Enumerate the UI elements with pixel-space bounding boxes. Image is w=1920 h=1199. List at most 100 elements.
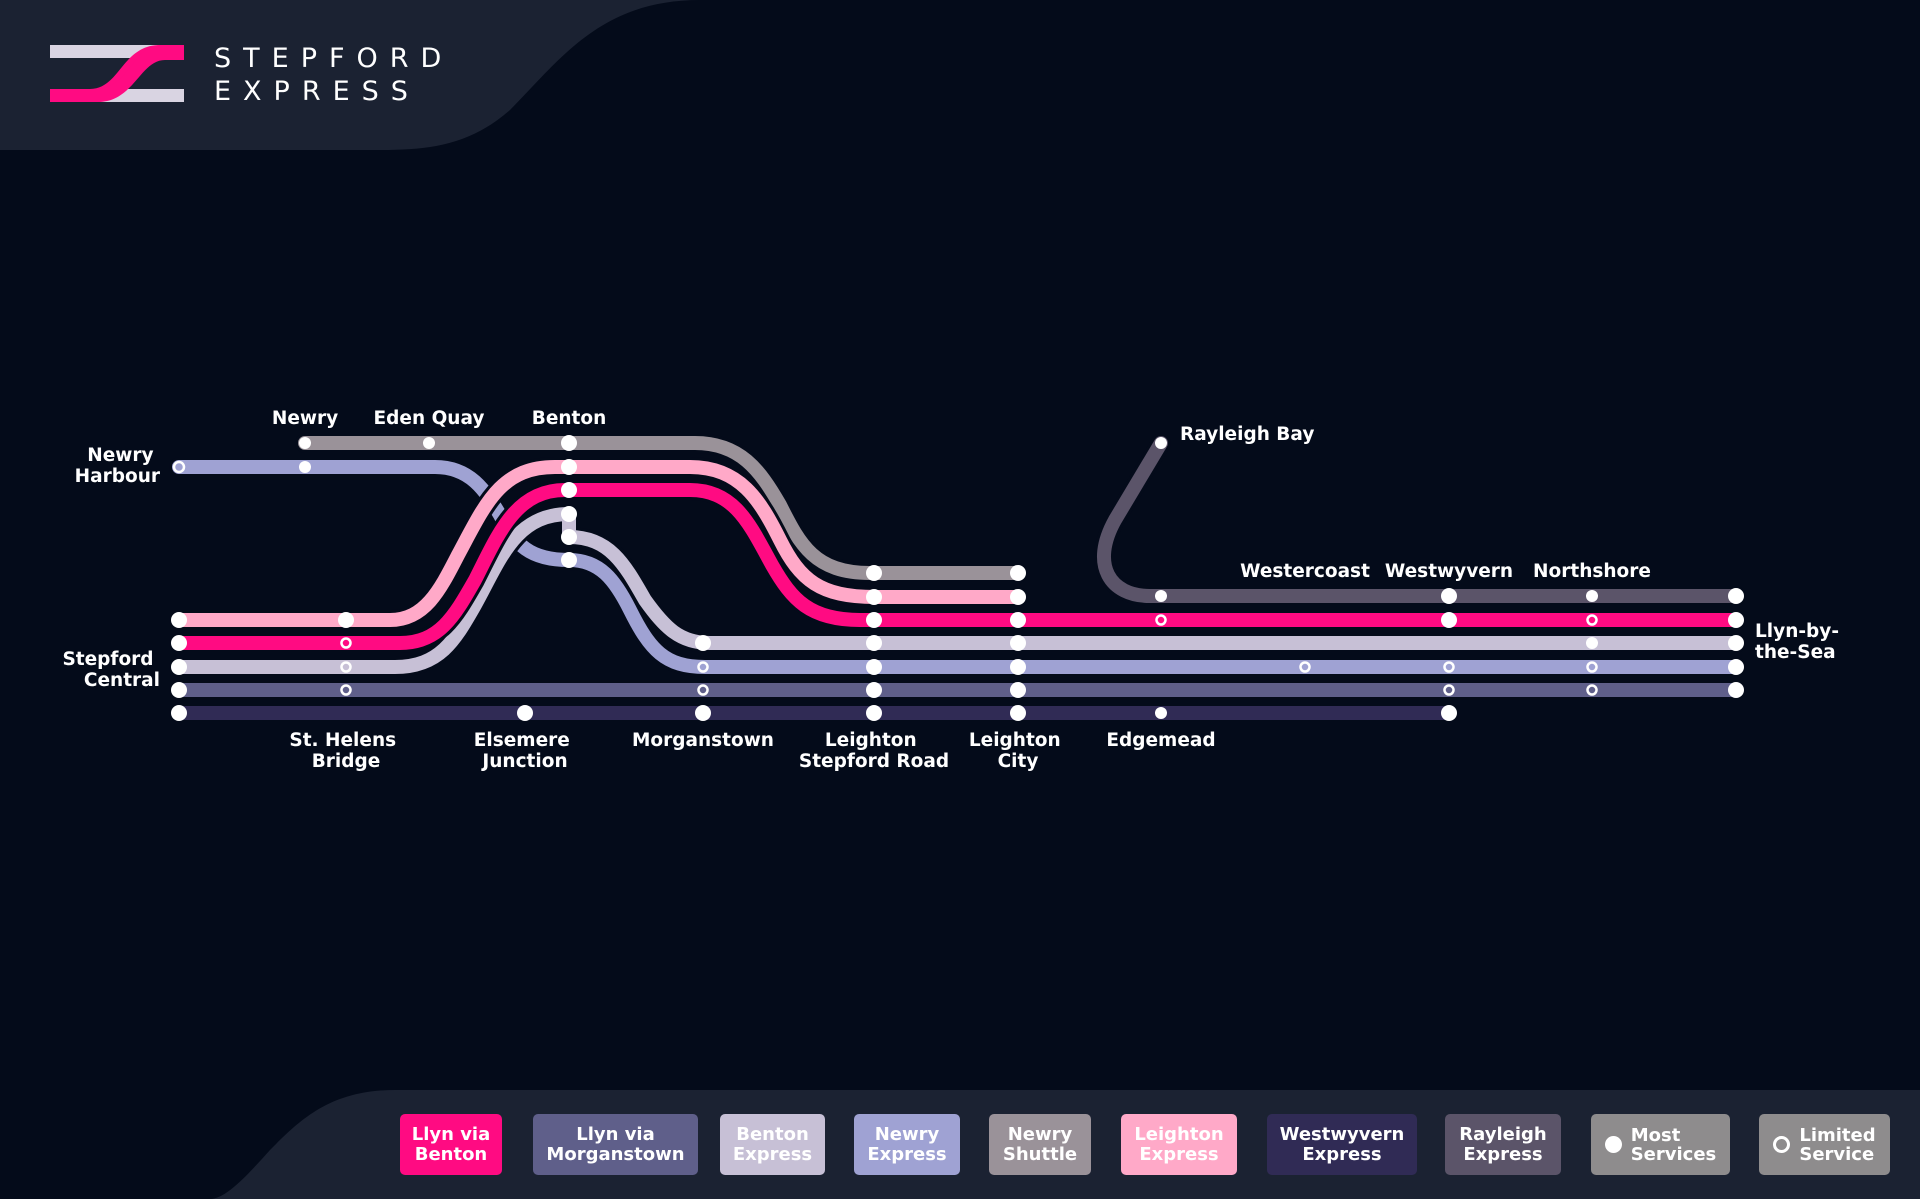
legend-label: Rayleigh Express [1459, 1123, 1547, 1165]
stepford-express-logo [50, 45, 184, 102]
stop-lsr-newry[interactable] [866, 659, 882, 675]
label-westercoast: Westercoast [1240, 561, 1370, 582]
stop-benton-express-2[interactable] [561, 529, 577, 545]
stop-llyn-morganstown[interactable] [1728, 682, 1744, 698]
label-rayleigh-bay: Rayleigh Bay [1180, 424, 1314, 445]
stop-st-helens-leighton[interactable] [338, 612, 354, 628]
label-stepford-central-line1: Stepford [62, 649, 153, 670]
label-stepford-central: Stepford Central [62, 649, 160, 691]
stop-benton-leighton[interactable] [561, 459, 577, 475]
label-stepford-central-line2: Central [84, 670, 160, 691]
stop-llyn-benton-express[interactable] [1728, 635, 1744, 651]
label-westwyvern: Westwyvern [1385, 561, 1513, 582]
stop-llyn-rayleigh[interactable] [1728, 588, 1744, 604]
stop-lsr-leighton[interactable] [866, 589, 882, 605]
line-newry-shuttle-stroke [298, 436, 1025, 580]
stop-llyn-newry[interactable] [1728, 659, 1744, 675]
legend-label: Leighton Express [1134, 1123, 1224, 1165]
stop-stepford-central-llyn-benton[interactable] [171, 635, 187, 651]
stop-lc-llyn[interactable] [1010, 612, 1026, 628]
stop-benton-shuttle[interactable] [561, 435, 577, 451]
stop-lc-newry[interactable] [1010, 659, 1026, 675]
stop-northshore-morganstown[interactable] [1586, 684, 1598, 696]
stop-stepford-central-westwyvern[interactable] [171, 705, 187, 721]
legend-label: Newry Shuttle [1002, 1123, 1078, 1165]
stop-edgemead-westwyvern[interactable] [1155, 707, 1167, 719]
stop-morganstown-benton[interactable] [695, 635, 711, 651]
stop-lsr-morganstown[interactable] [866, 682, 882, 698]
full-circle-icon [1604, 1136, 1622, 1153]
label-newry-harbour-line1: Newry [87, 445, 153, 466]
label-northshore: Northshore [1533, 561, 1651, 582]
stop-benton-llyn[interactable] [561, 482, 577, 498]
stop-eden-quay[interactable] [423, 437, 435, 449]
stop-edgemead-llyn[interactable] [1155, 614, 1167, 626]
stop-rayleigh-bay[interactable] [1155, 437, 1167, 449]
label-st-helens-line1: St. Helens [289, 730, 396, 751]
stop-lc-leighton[interactable] [1010, 589, 1026, 605]
label-morganstown: Morganstown [632, 730, 774, 751]
stop-lc-morganstown[interactable] [1010, 682, 1026, 698]
label-edgemead: Edgemead [1106, 730, 1215, 751]
stop-st-helens-llyn[interactable] [340, 637, 352, 649]
stop-lsr-benton[interactable] [866, 635, 882, 651]
line-rayleigh-express-stroke [1097, 436, 1743, 603]
ring-circle-icon [1773, 1136, 1791, 1153]
label-elsemere-line1: Elsemere [474, 730, 570, 751]
stop-northshore-llyn[interactable] [1586, 614, 1598, 626]
stop-northshore-benton[interactable] [1586, 637, 1598, 649]
stop-newry-express[interactable] [299, 461, 311, 473]
stop-newry-harbour-newry-express[interactable] [172, 460, 186, 474]
stop-lsr-llyn[interactable] [866, 612, 882, 628]
label-eden-quay: Eden Quay [374, 408, 485, 429]
stop-stepford-central-leighton[interactable] [171, 612, 187, 628]
stop-lsr-shuttle[interactable] [866, 565, 882, 581]
line-leighton-express-stroke [172, 460, 1025, 627]
stop-benton-newry-express[interactable] [561, 552, 577, 568]
stop-westwyvern-newry[interactable] [1443, 661, 1455, 673]
stop-stepford-central-morganstown[interactable] [171, 682, 187, 698]
stop-lsr-westwyvern[interactable] [866, 705, 882, 721]
stop-morganstown-westwyvern[interactable] [695, 705, 711, 721]
stop-lc-shuttle[interactable] [1010, 565, 1026, 581]
stop-elsemere-junction[interactable] [517, 705, 533, 721]
brand-header: STEPFORD EXPRESS [0, 0, 700, 150]
legend-label: Llyn via Morganstown [546, 1123, 685, 1165]
stop-stepford-central-benton-express[interactable] [171, 659, 187, 675]
label-newry-harbour-line2: Harbour [75, 466, 161, 487]
label-lc-line1: Leighton [969, 730, 1061, 751]
legend-rayleigh-express: Rayleigh Express [1445, 1114, 1561, 1175]
stop-westwyvern-morganstown[interactable] [1443, 684, 1455, 696]
label-leighton-city: Leighton City [969, 730, 1067, 772]
stop-newry-shuttle[interactable] [299, 437, 311, 449]
legend-westwyvern-express: Westwyvern Express [1267, 1114, 1417, 1175]
label-lsr-line1: Leighton [825, 730, 917, 751]
brand-name-line1: STEPFORD [214, 43, 454, 74]
label-llyn-line2: the-Sea [1755, 642, 1836, 663]
stop-lc-westwyvern[interactable] [1010, 705, 1026, 721]
legend-most-services: Most Services [1591, 1114, 1730, 1175]
station-markers [171, 435, 1744, 721]
stop-llyn-benton[interactable] [1728, 612, 1744, 628]
label-newry: Newry [272, 408, 338, 429]
stop-st-helens-morganstown[interactable] [340, 684, 352, 696]
stop-edgemead-rayleigh[interactable] [1155, 590, 1167, 602]
legend-label: Newry Express [867, 1123, 947, 1165]
stop-st-helens-benton[interactable] [340, 661, 352, 673]
stop-northshore-newry[interactable] [1586, 661, 1598, 673]
label-llyn-line1: Llyn-by- [1755, 621, 1839, 642]
stop-morganstown-llyn[interactable] [697, 684, 709, 696]
brand-name-line2: EXPRESS [214, 76, 420, 107]
stop-northshore-rayleigh[interactable] [1586, 590, 1598, 602]
stop-lc-benton[interactable] [1010, 635, 1026, 651]
legend-newry-express: Newry Express [854, 1114, 960, 1175]
legend-label: Benton Express [732, 1123, 813, 1165]
stop-benton-express-1[interactable] [561, 506, 577, 522]
stop-westwyvern-rayleigh[interactable] [1441, 588, 1457, 604]
legend-leighton-express: Leighton Express [1121, 1114, 1237, 1175]
stop-westercoast[interactable] [1299, 661, 1311, 673]
stop-westwyvern-terminus[interactable] [1441, 705, 1457, 721]
stop-westwyvern-llyn[interactable] [1441, 612, 1457, 628]
label-st-helens-line2: Bridge [312, 751, 381, 772]
stop-morganstown-newry[interactable] [697, 661, 709, 673]
